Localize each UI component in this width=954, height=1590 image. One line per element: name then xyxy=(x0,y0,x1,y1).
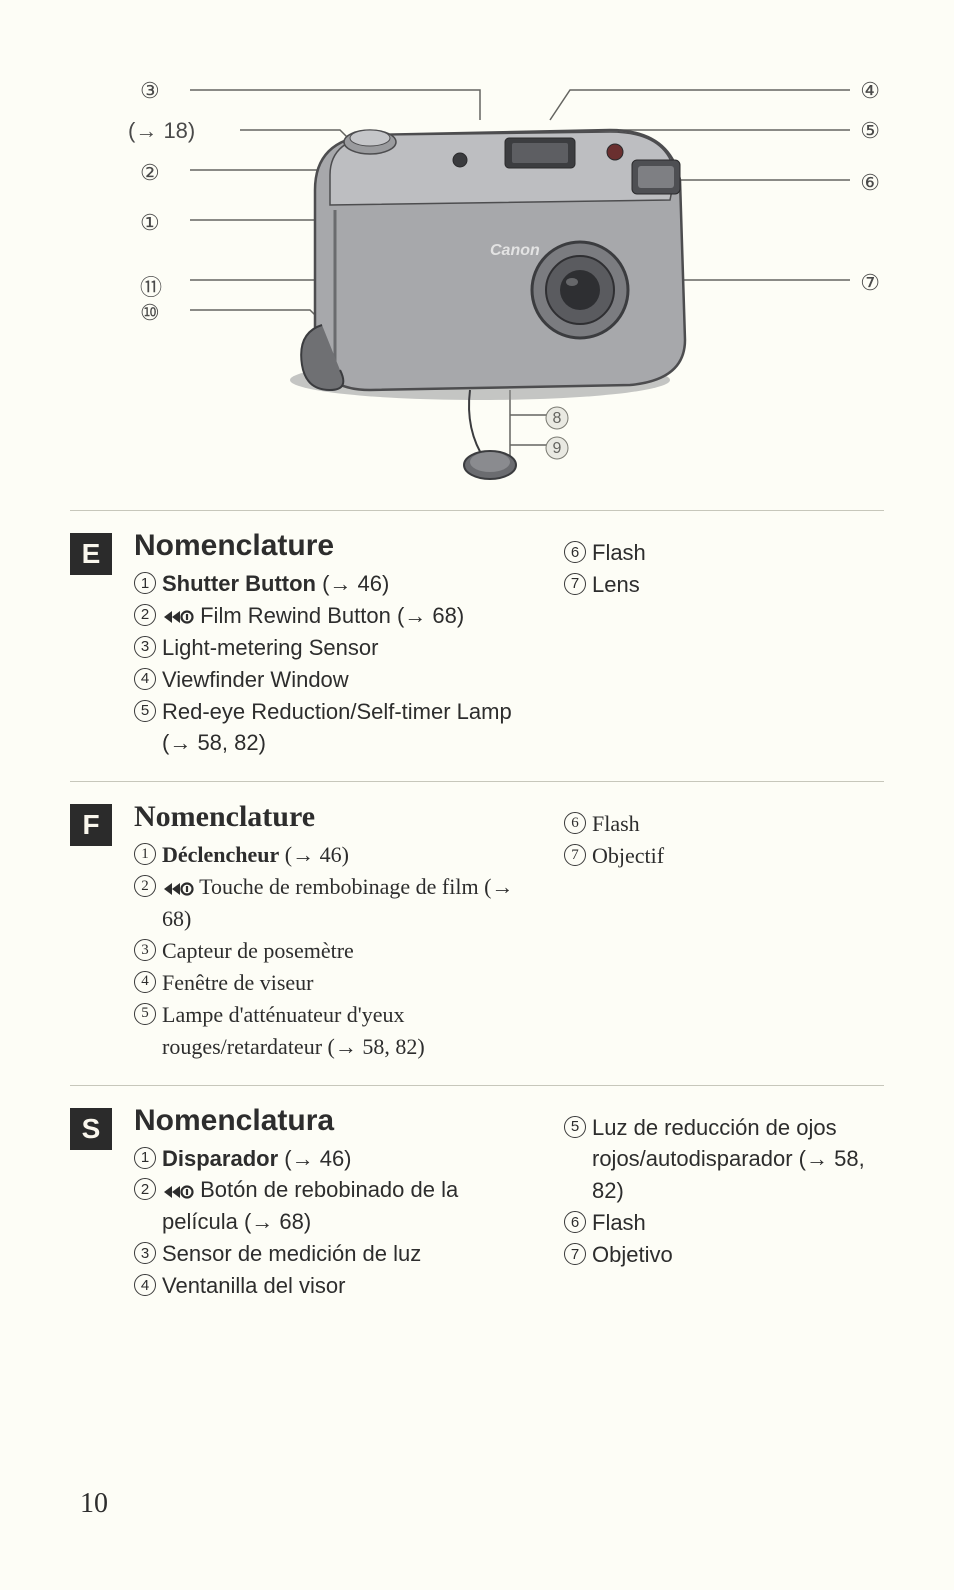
callout-4: ④ xyxy=(860,78,880,104)
item-text: Capteur de posemètre xyxy=(162,935,534,967)
list-item: 6 Flash xyxy=(564,537,884,569)
item-number: 2 xyxy=(134,604,156,626)
callout-6: ⑥ xyxy=(860,170,880,196)
callout-ref18: (→ 18) xyxy=(128,118,195,144)
item-number: 4 xyxy=(134,971,156,993)
item-number: 1 xyxy=(134,843,156,865)
item-number: 7 xyxy=(564,573,586,595)
item-text: Touche de rembobinage de film (→ 68) xyxy=(162,871,534,935)
list-item: 7 Objectif xyxy=(564,840,884,872)
item-number: 2 xyxy=(134,875,156,897)
list-item: 3 Capteur de posemètre xyxy=(134,935,534,967)
list-item: 5 Red-eye Reduction/Self-timer Lamp (→ 58… xyxy=(134,696,534,760)
item-number: 2 xyxy=(134,1178,156,1200)
callout-10: ⑩ xyxy=(140,300,160,326)
camera-diagram: Canon 8 9 ③ (→ 18) ② ① ⑪ ⑩ ④ ⑤ ⑥ ⑦ xyxy=(70,60,890,490)
list-item: 4 Ventanilla del visor xyxy=(134,1270,534,1302)
item-number: 3 xyxy=(134,636,156,658)
item-text: Botón de rebobinado de la película (→ 68… xyxy=(162,1174,534,1238)
item-text: Film Rewind Button (→ 68) xyxy=(162,600,534,632)
svg-text:Canon: Canon xyxy=(490,242,540,259)
callout-3: ③ xyxy=(140,78,160,104)
section-title: Nomenclature xyxy=(134,529,534,562)
item-text: Ventanilla del visor xyxy=(162,1270,534,1302)
item-number: 6 xyxy=(564,541,586,563)
rewind-icon xyxy=(162,1184,194,1200)
item-text: Lampe d'atténuateur d'yeux rouges/retard… xyxy=(162,999,534,1063)
section-F: FNomenclature1Déclencheur (→ 46)2 Touche… xyxy=(70,781,884,1084)
item-text: Viewfinder Window xyxy=(162,664,534,696)
item-number: 7 xyxy=(564,844,586,866)
language-badge: S xyxy=(70,1108,112,1150)
item-text: Flash xyxy=(592,1207,884,1239)
section-title: Nomenclatura xyxy=(134,1104,534,1137)
rewind-icon xyxy=(162,609,194,625)
list-item: 1 Disparador (→ 46) xyxy=(134,1143,534,1175)
item-number: 5 xyxy=(134,1003,156,1025)
list-item: 7 Lens xyxy=(564,569,884,601)
item-text: Flash xyxy=(592,808,884,840)
section-E: ENomenclature1Shutter Button (→ 46)2 Fil… xyxy=(70,510,884,781)
item-text: Luz de reducción de ojos rojos/autodispa… xyxy=(592,1112,884,1208)
list-item: 2 Film Rewind Button (→ 68) xyxy=(134,600,534,632)
item-text: Red-eye Reduction/Self-timer Lamp (→ 58,… xyxy=(162,696,534,760)
item-number: 1 xyxy=(134,572,156,594)
item-number: 7 xyxy=(564,1243,586,1265)
item-text: Déclencheur (→ 46) xyxy=(162,839,534,871)
item-number: 4 xyxy=(134,1274,156,1296)
svg-text:9: 9 xyxy=(553,440,562,457)
item-number: 3 xyxy=(134,939,156,961)
item-number: 3 xyxy=(134,1242,156,1264)
item-number: 6 xyxy=(564,812,586,834)
list-item: 3 Sensor de medición de luz xyxy=(134,1238,534,1270)
callout-2: ② xyxy=(140,160,160,186)
section-title: Nomenclature xyxy=(134,800,534,833)
callout-11: ⑪ xyxy=(140,270,162,302)
language-badge: E xyxy=(70,533,112,575)
item-number: 6 xyxy=(564,1211,586,1233)
list-item: 4 Fenêtre de viseur xyxy=(134,967,534,999)
list-item: 6 Flash xyxy=(564,808,884,840)
rewind-icon xyxy=(162,881,194,897)
item-text: Disparador (→ 46) xyxy=(162,1143,534,1175)
list-item: 1 Déclencheur (→ 46) xyxy=(134,839,534,871)
item-number: 5 xyxy=(564,1116,586,1138)
svg-text:8: 8 xyxy=(553,410,562,427)
callout-5: ⑤ xyxy=(860,118,880,144)
list-item: 4 Viewfinder Window xyxy=(134,664,534,696)
list-item: 5 Lampe d'atténuateur d'yeux rouges/retar… xyxy=(134,999,534,1063)
item-number: 5 xyxy=(134,700,156,722)
item-text: Shutter Button (→ 46) xyxy=(162,568,534,600)
list-item: 2 Touche de rembobinage de film (→ 68) xyxy=(134,871,534,935)
language-badge: F xyxy=(70,804,112,846)
list-item: 6 Flash xyxy=(564,1207,884,1239)
item-text: Lens xyxy=(592,569,884,601)
item-text: Sensor de medición de luz xyxy=(162,1238,534,1270)
callout-7: ⑦ xyxy=(860,270,880,296)
page-number: 10 xyxy=(80,1488,108,1520)
item-text: Objectif xyxy=(592,840,884,872)
item-text: Light-metering Sensor xyxy=(162,632,534,664)
list-item: 2 Botón de rebobinado de la película (→ … xyxy=(134,1174,534,1238)
item-number: 4 xyxy=(134,668,156,690)
section-S: SNomenclatura1Disparador (→ 46)2 Botón d… xyxy=(70,1085,884,1324)
list-item: 1 Shutter Button (→ 46) xyxy=(134,568,534,600)
item-text: Flash xyxy=(592,537,884,569)
item-text: Fenêtre de viseur xyxy=(162,967,534,999)
list-item: 3 Light-metering Sensor xyxy=(134,632,534,664)
list-item: 5 Luz de reducción de ojos rojos/autodisp… xyxy=(564,1112,884,1208)
item-text: Objetivo xyxy=(592,1239,884,1271)
list-item: 7 Objetivo xyxy=(564,1239,884,1271)
item-number: 1 xyxy=(134,1147,156,1169)
callout-1: ① xyxy=(140,210,160,236)
